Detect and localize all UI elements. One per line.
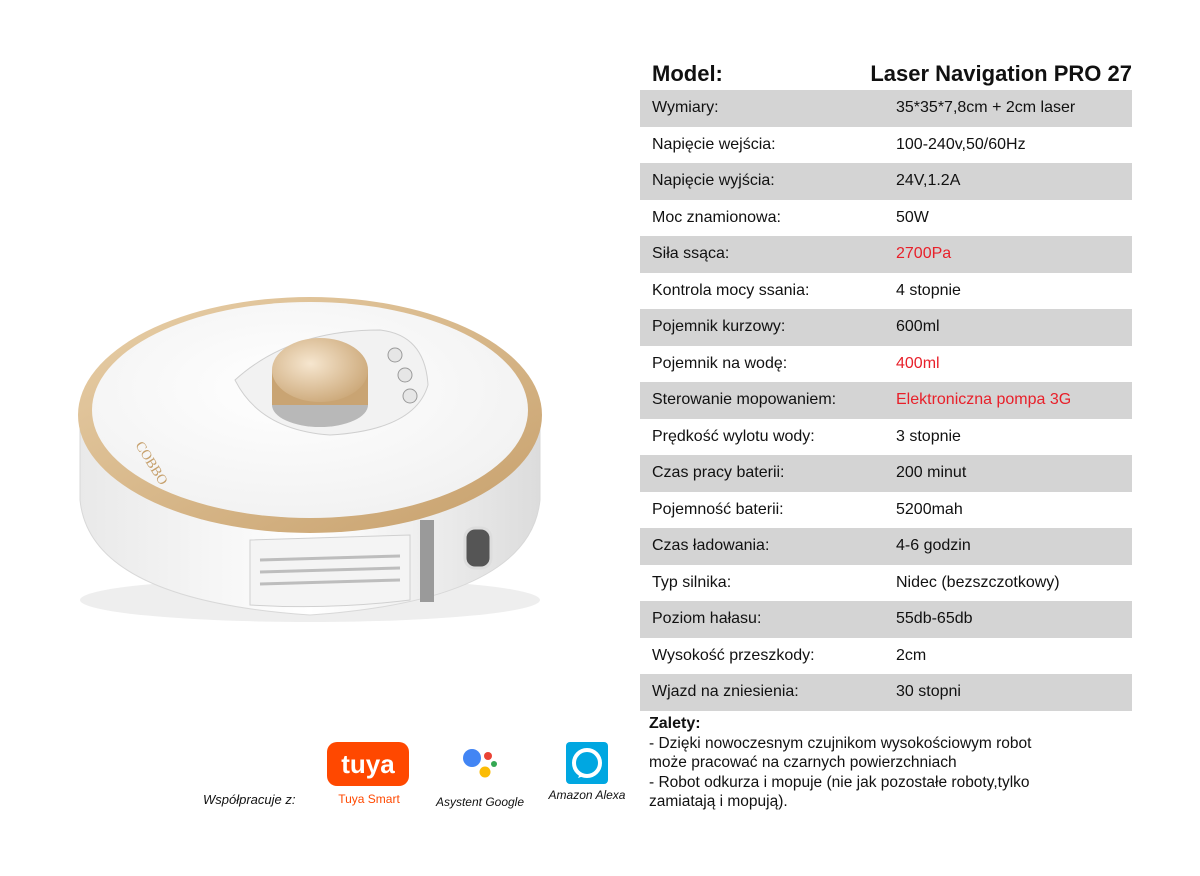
spec-key: Poziom hałasu: xyxy=(652,610,762,627)
spec-key: Pojemnik na wodę: xyxy=(652,354,788,372)
spec-row: Napięcie wejścia: 100-240v,50/60Hz xyxy=(640,127,1132,164)
spec-row: Prędkość wylotu wody: 3 stopnie xyxy=(640,419,1132,456)
spec-row: Pojemność baterii: 5200mah xyxy=(640,492,1132,529)
spec-key: Moc znamionowa: xyxy=(652,208,781,226)
spec-value: Nidec (bezszczotkowy) xyxy=(896,573,1060,591)
advantages-section: Zalety: - Dzięki nowoczesnym czujnikom w… xyxy=(649,714,1119,812)
spec-row: Pojemnik na wodę: 400ml xyxy=(640,346,1132,383)
spec-value-highlight: Elektroniczna pompa 3G xyxy=(896,391,1072,408)
advantages-line: - Robot odkurza i mopuje (nie jak pozost… xyxy=(649,773,1030,791)
spec-key: Kontrola mocy ssania: xyxy=(652,281,810,299)
tuya-caption: Tuya Smart xyxy=(338,792,400,806)
spec-value: 100-240v,50/60Hz xyxy=(896,135,1026,153)
tuya-icon: tuya xyxy=(327,742,409,786)
spec-row: Wysokość przeszkody: 2cm xyxy=(640,638,1132,675)
spec-key: Wysokość przeszkody: xyxy=(652,646,815,664)
advantages-line: zamiatają i mopują). xyxy=(649,793,788,810)
model-row: Model: Laser Navigation PRO 27 xyxy=(640,55,1132,90)
vent-grill xyxy=(249,534,411,608)
tuya-logo: tuya Tuya Smart xyxy=(327,742,411,806)
spec-value: 30 stopni xyxy=(896,683,961,700)
spec-value: 35*35*7,8cm + 2cm laser xyxy=(896,99,1076,116)
spec-row: Napięcie wyjścia: 24V,1.2A xyxy=(640,163,1132,200)
spec-key: Sterowanie mopowaniem: xyxy=(652,391,837,408)
alexa-icon xyxy=(566,742,608,784)
laser-tower xyxy=(272,338,368,427)
google-assistant-logo: Asystent Google xyxy=(428,742,532,809)
advantages-title: Zalety: xyxy=(649,715,701,732)
spec-value: 55db-65db xyxy=(896,610,973,627)
spec-key: Czas ładowania: xyxy=(652,537,770,554)
spec-key: Siła ssąca: xyxy=(652,245,730,262)
spec-value: 200 minut xyxy=(896,464,967,481)
spec-row: Moc znamionowa: 50W xyxy=(640,200,1132,237)
google-caption: Asystent Google xyxy=(435,795,525,809)
spec-row: Czas pracy baterii: 200 minut xyxy=(640,455,1132,492)
model-label: Model: xyxy=(652,61,723,86)
spec-key: Napięcie wyjścia: xyxy=(652,172,775,189)
spec-value-highlight: 400ml xyxy=(896,354,940,372)
spec-row: Typ silnika: Nidec (bezszczotkowy) xyxy=(640,565,1132,602)
spec-value: 4 stopnie xyxy=(896,281,961,299)
spec-value: 3 stopnie xyxy=(896,427,961,445)
spec-value: 4-6 godzin xyxy=(896,537,971,554)
alexa-caption: Amazon Alexa xyxy=(548,788,626,802)
spec-key: Prędkość wylotu wody: xyxy=(652,427,815,445)
spec-key: Pojemność baterii: xyxy=(652,500,784,518)
spec-value: 5200mah xyxy=(896,500,963,518)
spec-key: Pojemnik kurzowy: xyxy=(652,318,786,335)
advantages-line: może pracować na czarnych powierzchniach xyxy=(649,754,957,771)
spec-key: Typ silnika: xyxy=(652,573,732,591)
spec-value: 2cm xyxy=(896,646,927,664)
spec-value: 24V,1.2A xyxy=(896,172,961,189)
tuya-logo-text: tuya xyxy=(341,749,395,779)
spec-row: Wymiary: 35*35*7,8cm + 2cm laser xyxy=(640,90,1132,127)
spec-key: Napięcie wejścia: xyxy=(652,135,776,153)
robot-vacuum-illustration: COBBO xyxy=(78,297,542,622)
spec-key: Wymiary: xyxy=(652,99,719,116)
spec-value-highlight: 2700Pa xyxy=(896,245,952,262)
robot-vacuum-image: COBBO xyxy=(60,270,580,630)
spec-value: 50W xyxy=(896,208,929,226)
spec-row: Kontrola mocy ssania: 4 stopnie xyxy=(640,273,1132,310)
spec-table: Model: Laser Navigation PRO 27 Wymiary: 3… xyxy=(640,55,1132,711)
spec-key: Wjazd na zniesienia: xyxy=(652,683,799,700)
spec-row: Pojemnik kurzowy: 600ml xyxy=(640,309,1132,346)
alexa-logo: Amazon Alexa xyxy=(540,742,634,802)
spec-row: Czas ładowania: 4-6 godzin xyxy=(640,528,1132,565)
spec-row: Siła ssąca: 2700Pa xyxy=(640,236,1132,273)
cooperation-label: Współpracuje z: xyxy=(203,792,296,807)
spec-row: Poziom hałasu: 55db-65db xyxy=(640,601,1132,638)
spec-key: Czas pracy baterii: xyxy=(652,464,785,481)
advantages-line: - Dzięki nowoczesnym czujnikom wysokości… xyxy=(649,734,1032,752)
google-assistant-icon xyxy=(463,749,497,778)
model-name: Laser Navigation PRO 27 xyxy=(870,61,1132,86)
spec-row: Sterowanie mopowaniem: Elektroniczna pomp… xyxy=(640,382,1132,419)
spec-row: Wjazd na zniesienia: 30 stopni xyxy=(640,674,1132,711)
spec-value: 600ml xyxy=(896,318,940,335)
